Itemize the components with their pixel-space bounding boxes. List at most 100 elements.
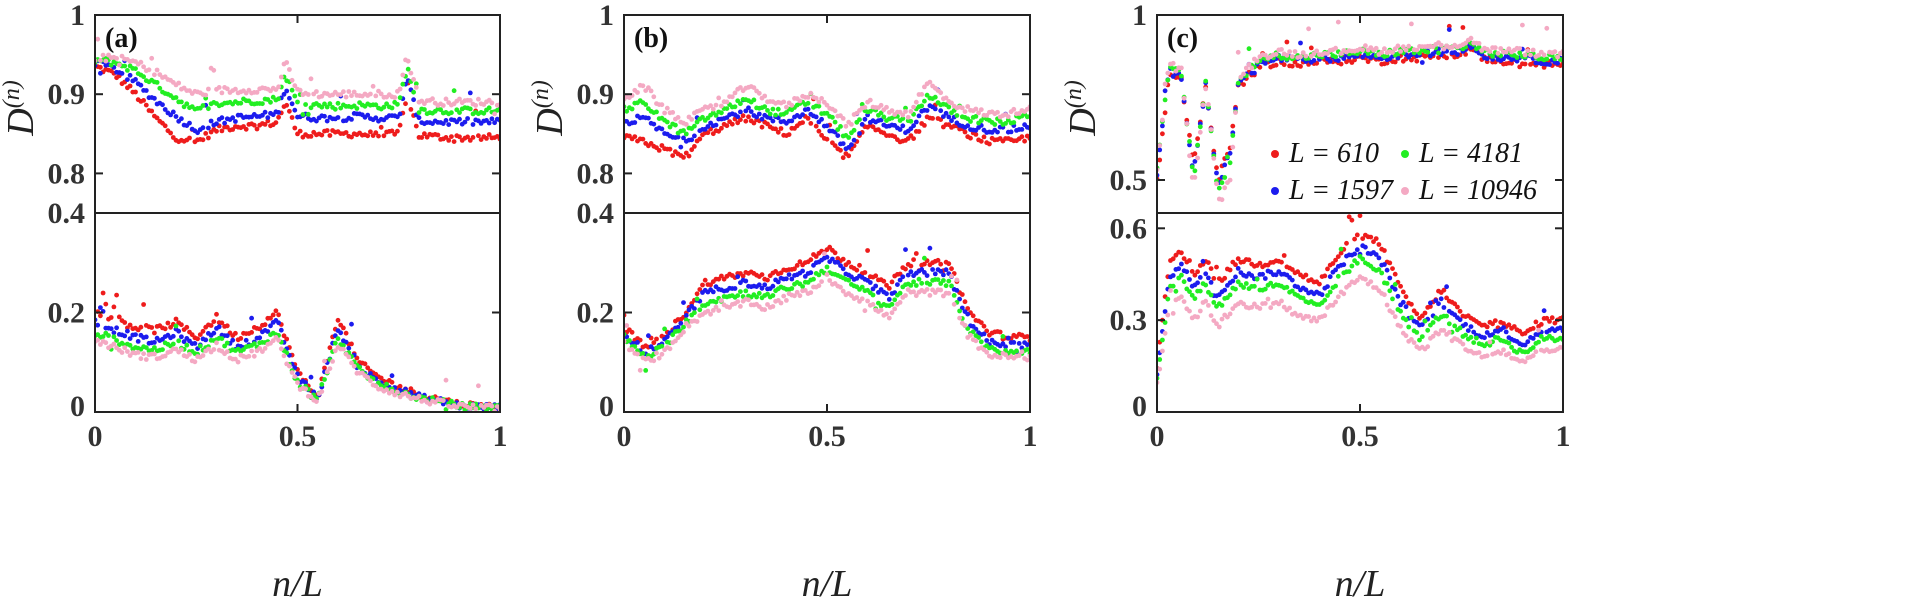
data-point: [1503, 329, 1509, 335]
data-point: [1398, 49, 1403, 54]
data-point: [273, 308, 279, 314]
data-point: [108, 326, 114, 332]
data-point: [978, 339, 984, 345]
data-point: [1522, 52, 1528, 58]
data-point: [243, 126, 249, 132]
data-point: [1317, 281, 1322, 287]
data-point: [1211, 276, 1217, 281]
data-point: [1484, 353, 1490, 359]
data-point: [365, 365, 371, 371]
data-point: [1382, 292, 1387, 298]
data-point: [1438, 296, 1444, 302]
data-point: [1471, 329, 1477, 335]
data-point: [786, 272, 792, 277]
data-point: [805, 95, 811, 100]
data-point: [1333, 257, 1338, 263]
data-point: [816, 99, 822, 105]
data-point: [1257, 306, 1263, 311]
data-point: [1555, 60, 1560, 66]
data-point: [1446, 23, 1452, 29]
data-point: [935, 277, 941, 282]
data-point: [1273, 62, 1279, 68]
data-point: [1227, 311, 1233, 317]
data-point: [214, 128, 219, 134]
data-point: [1235, 80, 1241, 86]
data-point: [1398, 308, 1403, 314]
data-point: [762, 104, 768, 109]
data-point: [122, 345, 128, 351]
data-point: [654, 109, 659, 115]
data-point: [173, 95, 179, 100]
data-point: [1292, 59, 1298, 65]
data-point: [173, 316, 179, 322]
data-point: [1235, 266, 1241, 271]
data-point: [287, 108, 292, 114]
series-l10946-upper: [95, 36, 500, 117]
data-point: [1498, 46, 1504, 51]
data-point: [1327, 59, 1333, 64]
data-point: [808, 257, 814, 263]
data-point: [1262, 301, 1268, 306]
data-point: [924, 287, 930, 292]
data-point: [1468, 324, 1474, 329]
data-point: [786, 132, 792, 138]
data-point: [957, 308, 962, 314]
data-point: [100, 290, 106, 296]
data-point: [349, 321, 354, 327]
data-point: [675, 134, 681, 140]
data-point: [149, 108, 155, 114]
data-point: [1514, 55, 1520, 60]
data-point: [1322, 273, 1328, 279]
data-point: [681, 324, 686, 330]
data-point: [1200, 102, 1206, 108]
data-point: [897, 290, 903, 296]
data-point: [389, 388, 395, 394]
data-point: [1382, 46, 1387, 52]
data-point: [1298, 54, 1303, 60]
data-point: [1476, 350, 1482, 355]
data-point: [849, 142, 854, 148]
data-point: [978, 320, 984, 325]
data-point: [832, 108, 838, 114]
data-point: [127, 72, 133, 78]
data-point: [276, 320, 281, 326]
data-point: [938, 268, 944, 274]
data-point: [840, 155, 846, 161]
data-point: [1179, 294, 1184, 300]
data-point: [276, 84, 281, 90]
data-point: [419, 135, 425, 140]
data-point: [968, 135, 973, 141]
data-point: [373, 102, 379, 108]
data-point: [954, 113, 960, 118]
data-point: [381, 104, 387, 110]
data-point: [651, 121, 657, 127]
data-point: [305, 92, 311, 97]
data-point: [729, 94, 735, 100]
y-tick-label: 0.8: [48, 157, 86, 190]
data-point: [627, 338, 632, 343]
data-point: [1360, 256, 1366, 262]
data-point: [976, 335, 981, 340]
data-point: [108, 62, 114, 68]
data-point: [457, 134, 462, 140]
data-point: [800, 120, 805, 125]
data-point: [1409, 337, 1414, 342]
data-point: [381, 133, 387, 139]
chart-panel-1: 0 0.5 1 0.8 0.9 1 0 0.2 0.4 (a) n/L D(n): [0, 0, 508, 605]
data-point: [805, 116, 811, 121]
data-point: [919, 103, 925, 109]
data-point: [1230, 123, 1236, 129]
data-point: [992, 122, 998, 127]
data-point: [327, 345, 333, 351]
data-point: [1179, 250, 1184, 256]
data-point: [1344, 240, 1349, 246]
data-point: [805, 106, 811, 112]
data-point: [440, 103, 446, 108]
data-point: [1214, 165, 1219, 171]
data-point: [211, 330, 217, 336]
data-point: [349, 360, 354, 366]
data-point: [135, 350, 141, 355]
data-point: [411, 89, 416, 95]
data-point: [924, 92, 930, 98]
data-point: [1222, 287, 1228, 293]
